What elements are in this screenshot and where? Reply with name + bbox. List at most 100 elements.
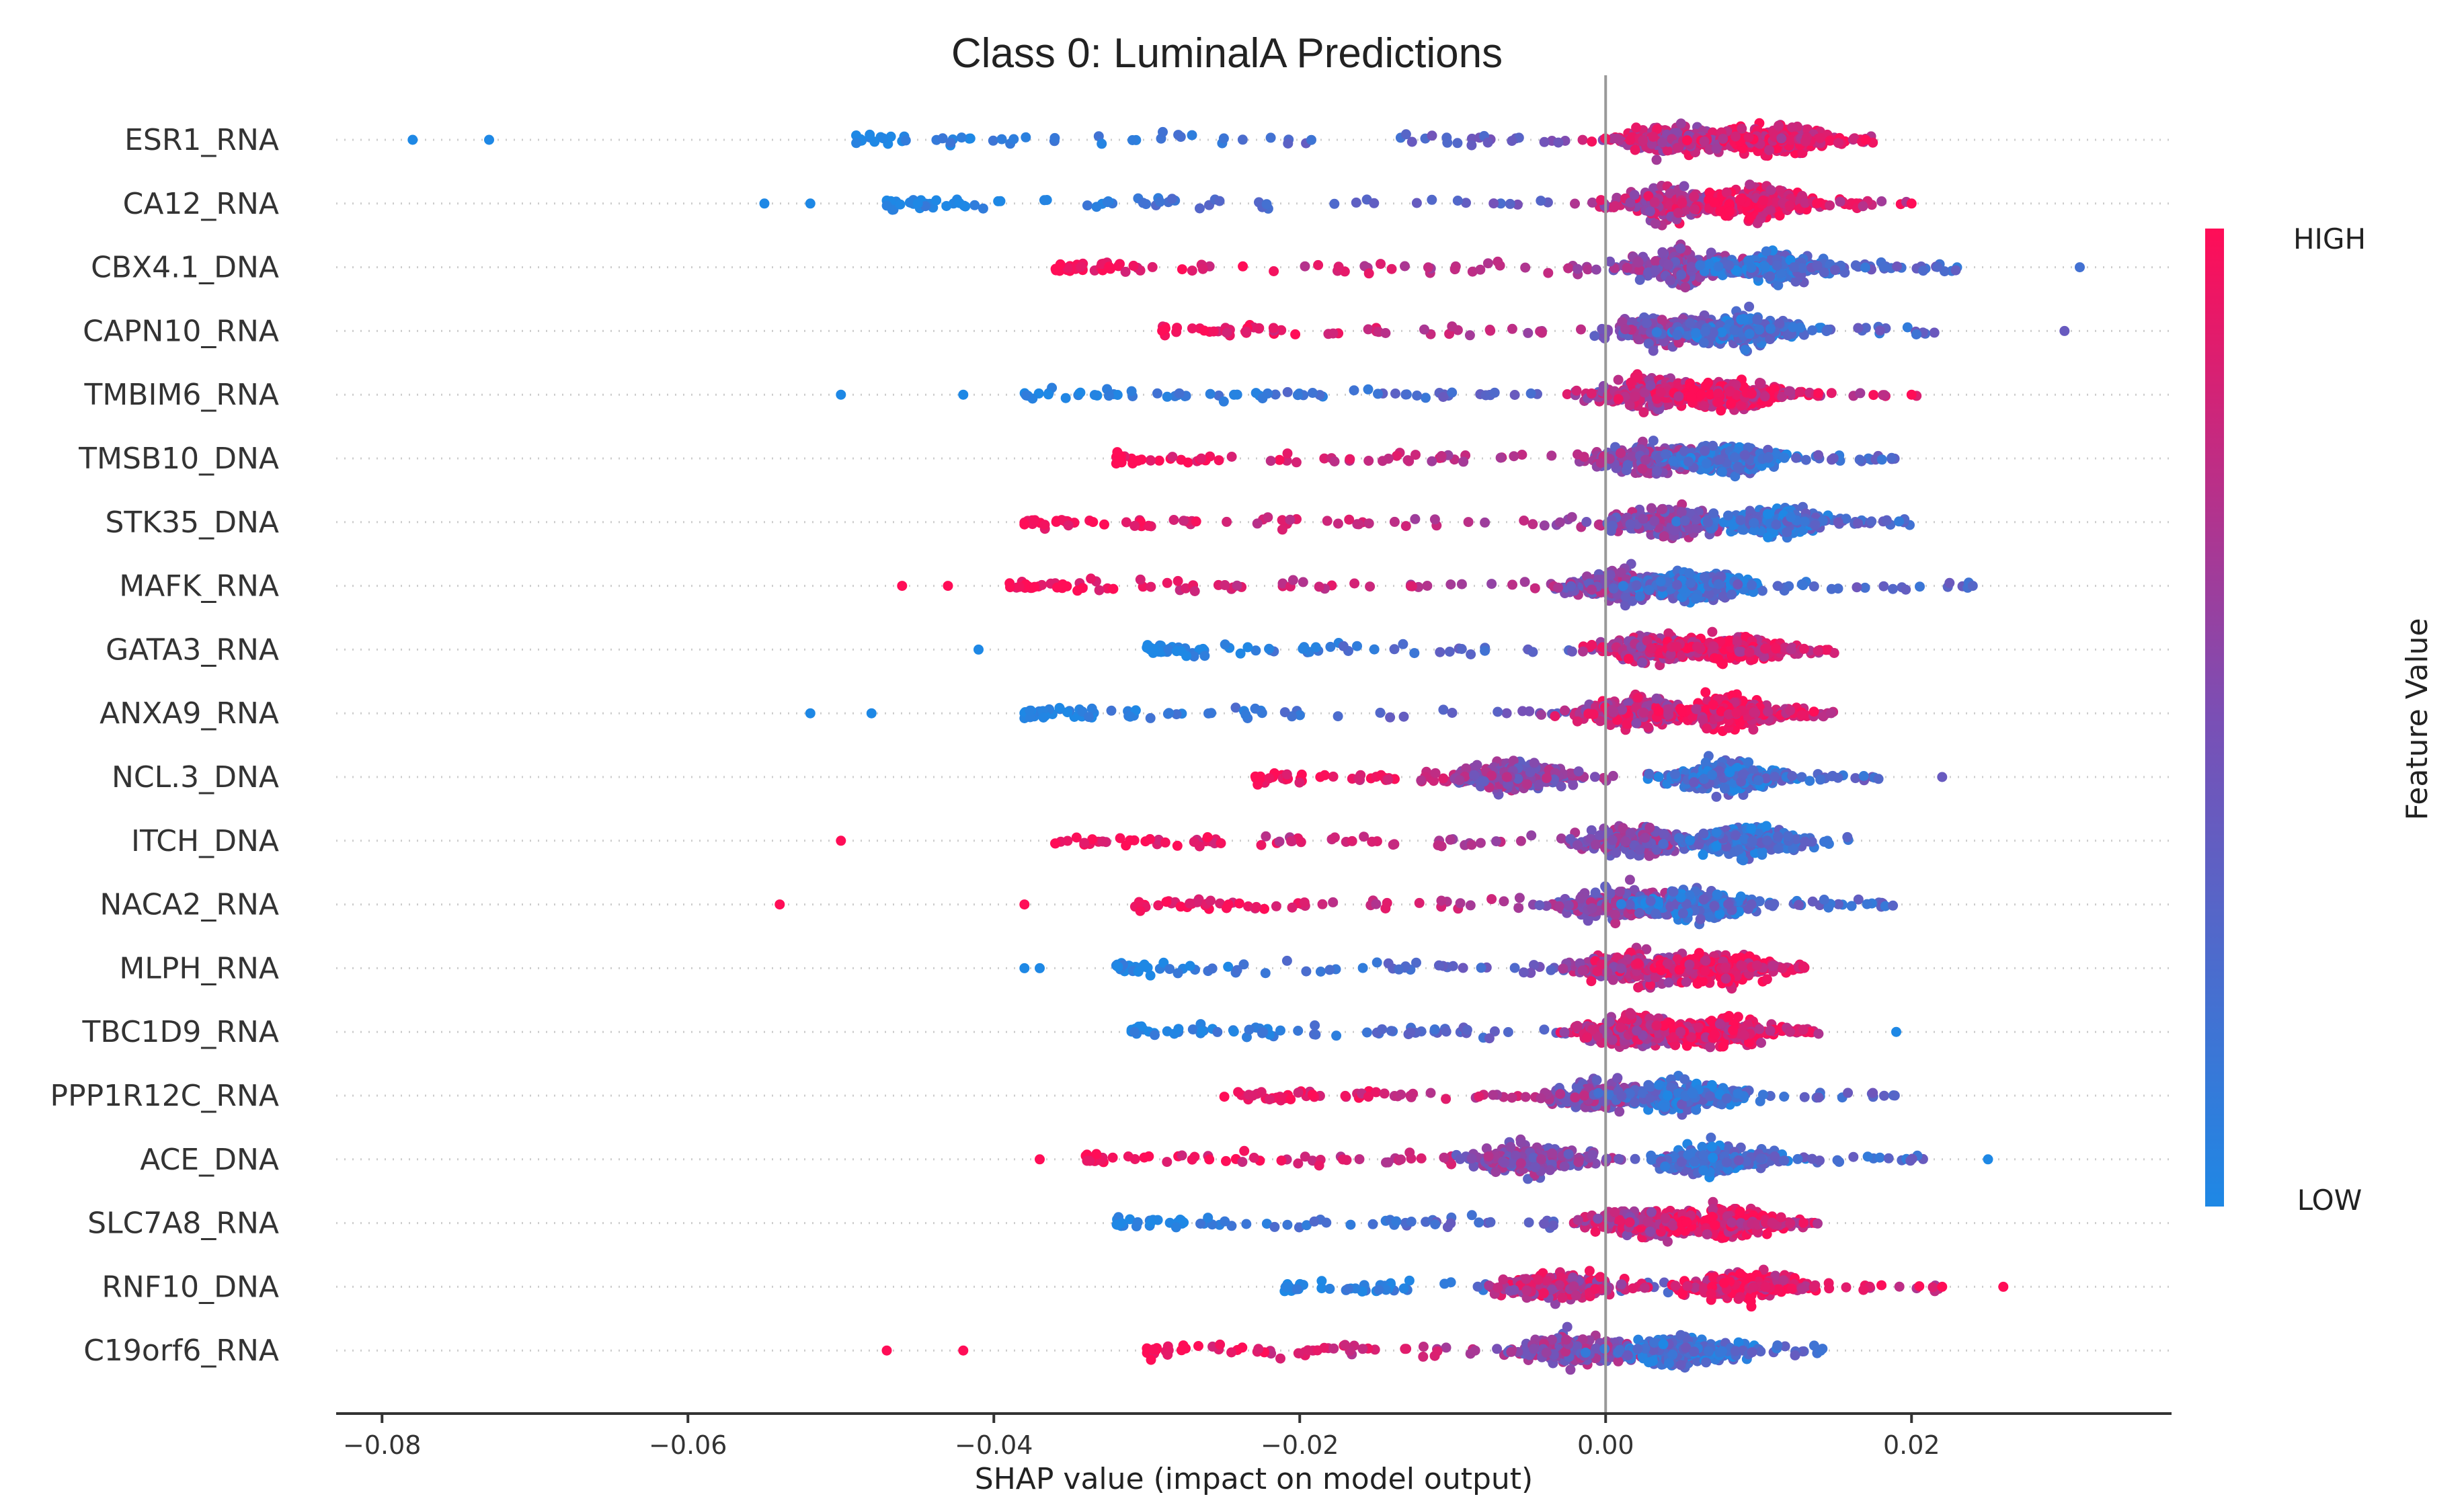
shap-point (1587, 640, 1597, 650)
shap-point (1554, 517, 1565, 528)
shap-point (881, 200, 892, 211)
shap-point (1786, 512, 1796, 522)
shap-point (1104, 261, 1115, 272)
shap-point (1774, 120, 1784, 131)
shap-point (1657, 315, 1667, 325)
shap-point (1691, 514, 1702, 525)
shap-point (1744, 329, 1755, 339)
shap-point (1591, 264, 1601, 275)
shap-point (1625, 197, 1636, 208)
shap-point (1306, 134, 1316, 145)
shap-point (1709, 197, 1720, 208)
shap-point (1097, 138, 1107, 149)
shap-point (1196, 453, 1207, 464)
shap-point (1480, 517, 1491, 528)
shap-point (1610, 201, 1620, 212)
shap-point (1062, 581, 1072, 592)
shap-point (1735, 195, 1745, 206)
shap-point (1746, 262, 1757, 273)
shap-point (1199, 325, 1209, 336)
shap-point (1608, 583, 1619, 594)
shap-point (1616, 567, 1626, 578)
shap-point (1683, 456, 1694, 467)
feature-label: ACE_DNA (140, 1143, 279, 1177)
shap-point (1495, 198, 1506, 209)
shap-point (1744, 301, 1755, 312)
shap-point (1879, 390, 1890, 401)
shap-point (1222, 327, 1232, 338)
shap-point (1060, 393, 1071, 403)
shap-point (1737, 123, 1747, 134)
shap-point (1464, 330, 1475, 341)
shap-point (1409, 648, 1420, 659)
shap-point (1729, 452, 1740, 463)
shap-point (1383, 453, 1394, 464)
shap-point (1573, 263, 1583, 274)
shap-point (1625, 134, 1636, 145)
shap-point (1187, 266, 1197, 276)
shap-point (1911, 329, 1921, 339)
shap-point (1147, 261, 1158, 272)
shap-point (1849, 133, 1860, 144)
shap-point (1638, 407, 1649, 417)
shap-point (1784, 386, 1794, 397)
feature-label: RNF10_DNA (102, 1270, 279, 1304)
shap-point (1676, 270, 1687, 280)
shap-point (1039, 195, 1049, 206)
shap-point (1702, 517, 1713, 528)
shap-point (1655, 387, 1666, 397)
shap-point (1729, 325, 1740, 335)
shap-point (1410, 450, 1421, 460)
shap-point (1665, 275, 1676, 286)
shap-point (1313, 259, 1324, 270)
shap-point (1815, 132, 1825, 143)
shap-point (1587, 584, 1597, 595)
shap-point (1138, 198, 1148, 208)
shap-point (1576, 324, 1586, 335)
shap-point (1398, 639, 1408, 649)
shap-point (1160, 323, 1170, 334)
shap-point (1254, 323, 1265, 333)
shap-point (1553, 582, 1563, 593)
shap-point (2075, 262, 2085, 273)
feature-points-row (407, 118, 1878, 165)
shap-point (1570, 198, 1580, 209)
shap-point (1700, 380, 1711, 391)
shap-point (484, 134, 494, 145)
shap-point (1944, 577, 1955, 588)
shap-point (1566, 581, 1577, 592)
shap-point (1894, 516, 1905, 527)
shap-point (851, 138, 862, 149)
shap-point (1749, 518, 1759, 528)
shap-point (1699, 136, 1710, 147)
shap-point (1400, 521, 1411, 532)
shap-point (1214, 196, 1225, 206)
shap-point (1218, 133, 1229, 144)
shap-point (1154, 196, 1165, 207)
feature-label: ANXA9_RNA (100, 696, 279, 731)
shap-point (1731, 131, 1741, 142)
shap-point (1774, 210, 1785, 221)
shap-point (1798, 580, 1809, 591)
shap-point (1657, 247, 1668, 257)
shap-point (1633, 257, 1644, 268)
shap-point (1577, 134, 1588, 145)
shap-point (1646, 503, 1657, 514)
shap-point (1536, 196, 1546, 206)
shap-point (964, 133, 975, 144)
shap-point (1648, 183, 1659, 194)
shap-point (1763, 452, 1774, 463)
shap-point (1892, 261, 1903, 272)
shap-point (1390, 389, 1400, 399)
shap-point (1345, 454, 1355, 464)
shap-point (1094, 585, 1105, 596)
shap-point (1701, 458, 1712, 469)
shap-point (1746, 389, 1757, 399)
shap-point (1300, 261, 1310, 272)
shap-point (1675, 118, 1686, 129)
shap-point (1669, 525, 1680, 536)
shap-point (1220, 580, 1230, 590)
shap-point (1663, 259, 1673, 270)
shap-point (1673, 208, 1683, 218)
shap-point (1713, 579, 1724, 589)
